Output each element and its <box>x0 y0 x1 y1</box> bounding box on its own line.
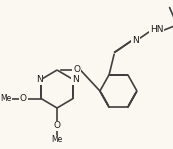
Text: HN: HN <box>150 25 164 34</box>
Text: N: N <box>132 36 139 45</box>
Text: N: N <box>36 75 42 84</box>
Text: Me: Me <box>51 135 63 145</box>
Text: N: N <box>72 75 78 84</box>
Text: O: O <box>20 94 27 103</box>
Text: Me: Me <box>0 94 12 103</box>
Text: O: O <box>54 121 61 131</box>
Text: O: O <box>73 66 80 74</box>
